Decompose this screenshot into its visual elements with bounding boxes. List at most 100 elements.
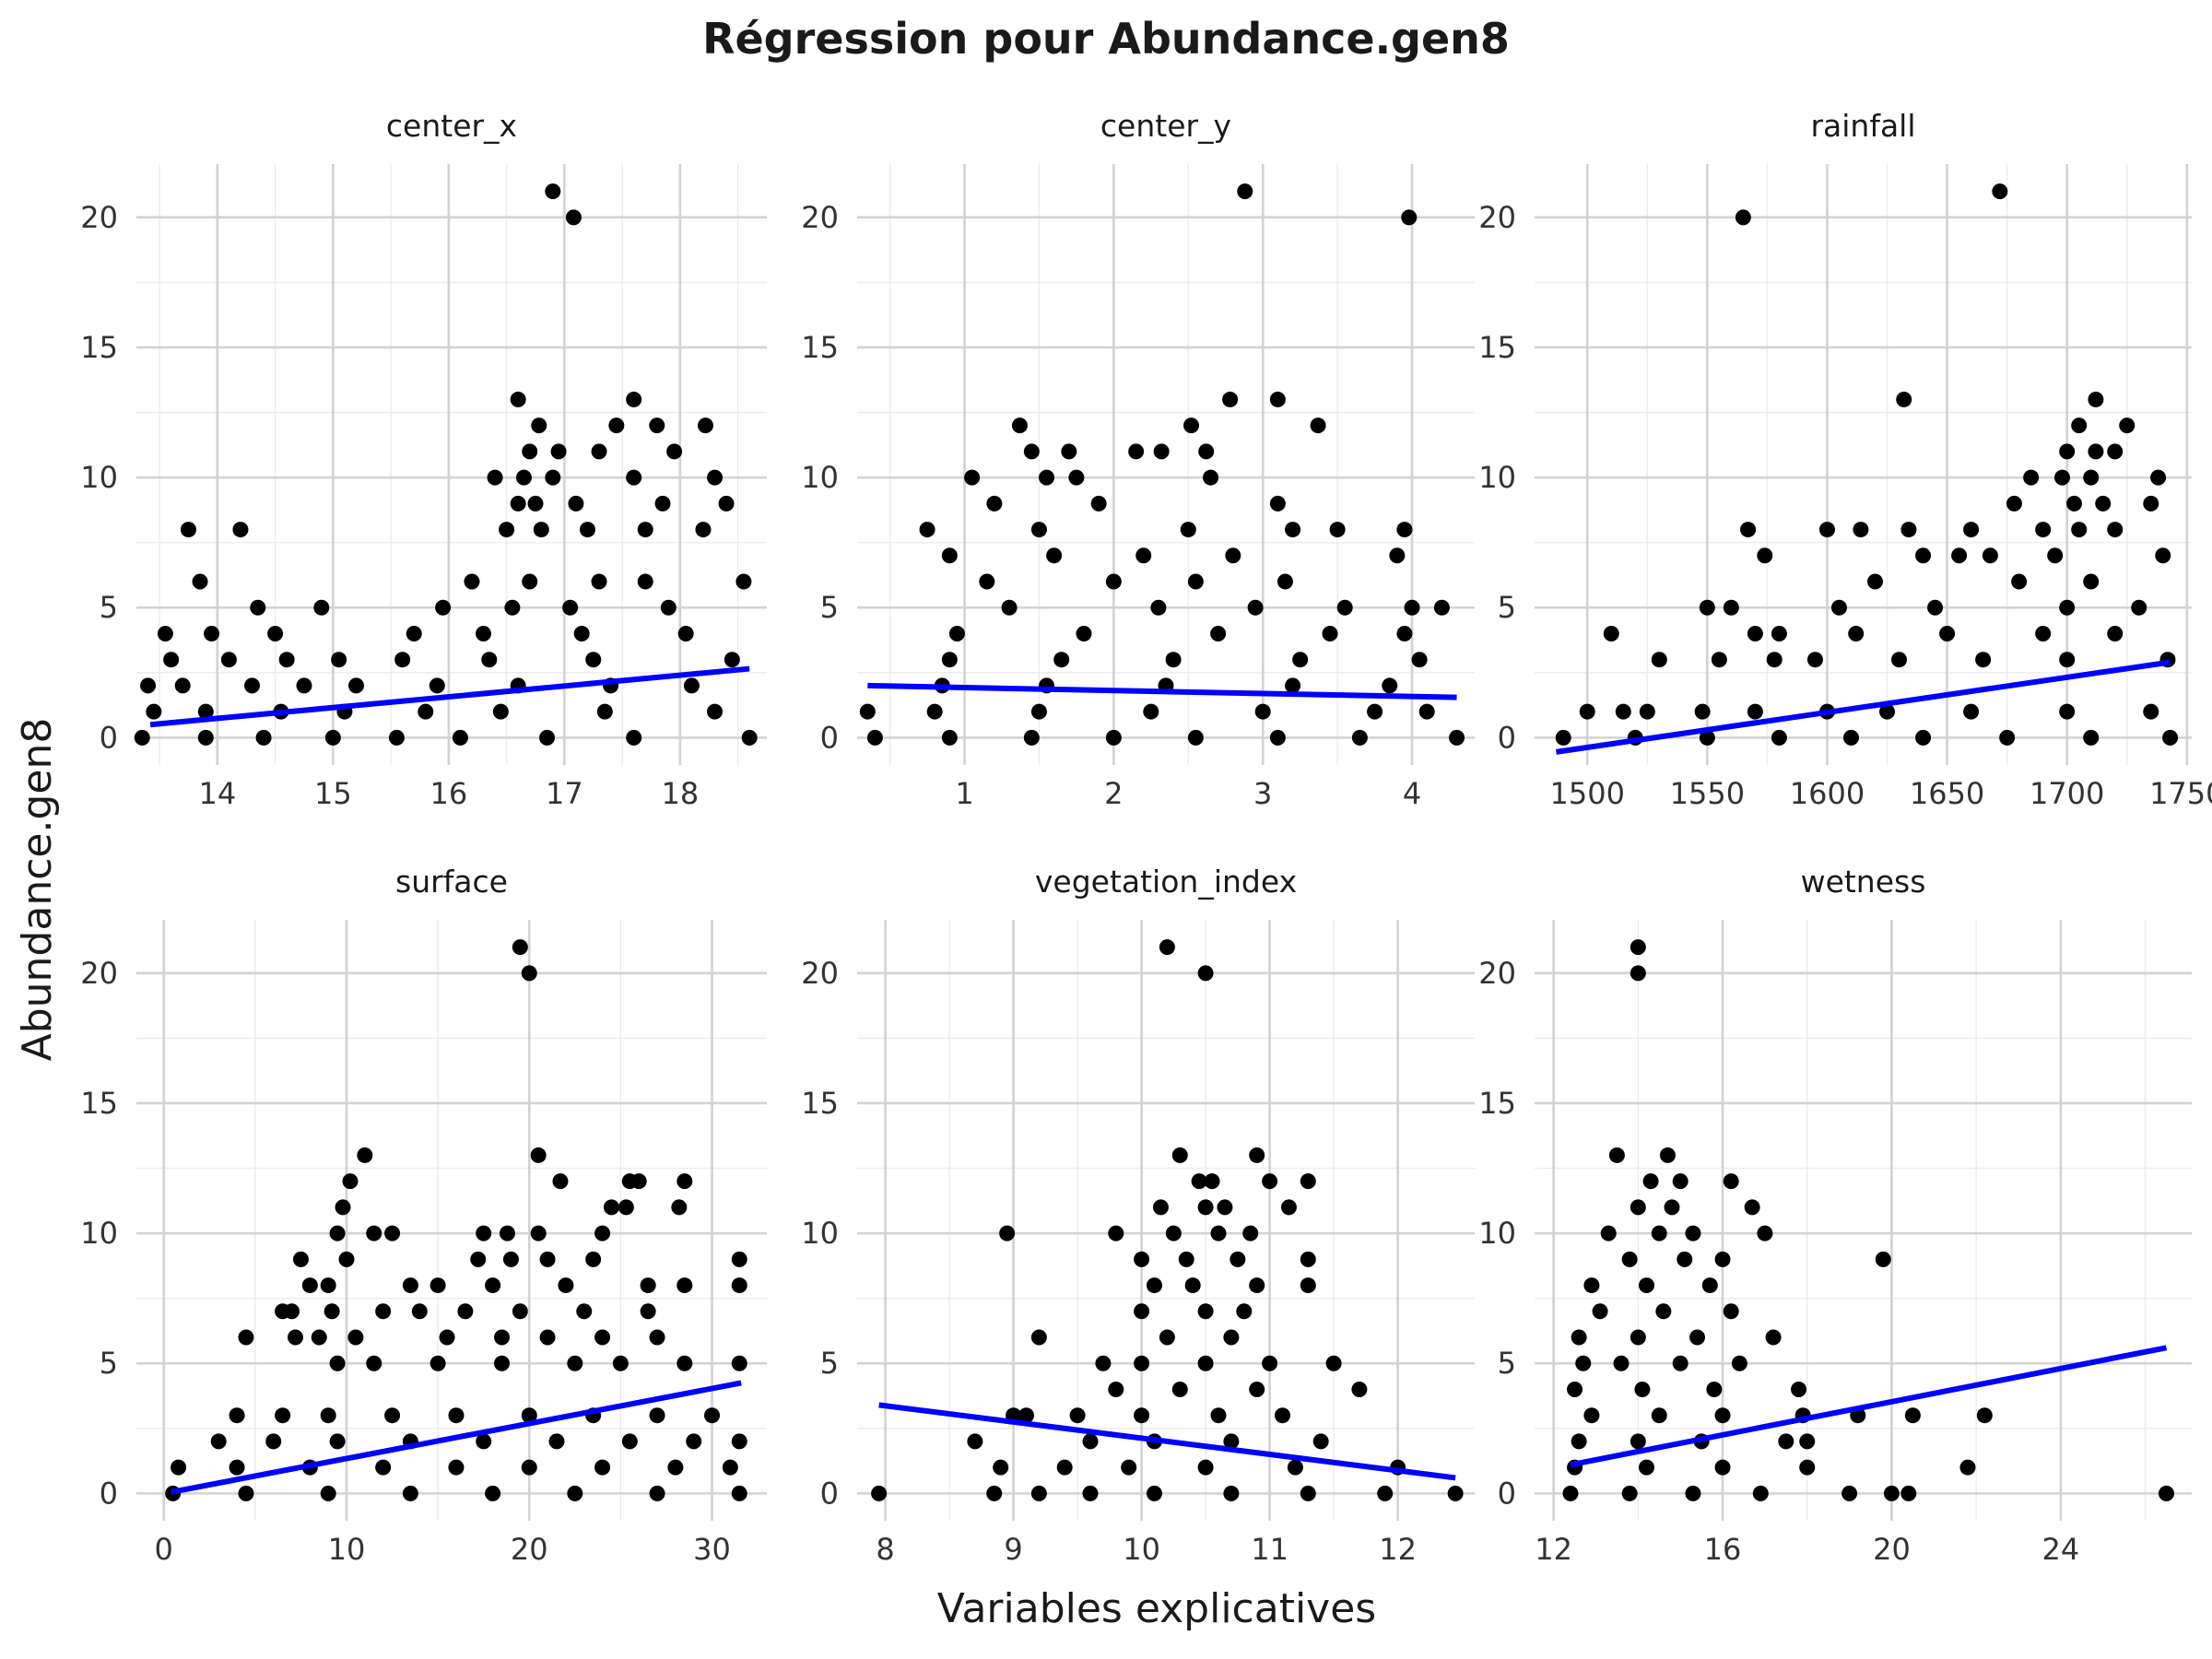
data-point — [1351, 729, 1368, 746]
data-point — [1322, 625, 1338, 641]
data-point — [1300, 1277, 1316, 1294]
data-point — [722, 1459, 738, 1476]
data-point — [2023, 469, 2040, 486]
data-point — [342, 1173, 359, 1190]
data-point — [677, 1277, 693, 1294]
data-point — [964, 469, 981, 486]
data-point — [2143, 495, 2159, 512]
data-point — [1134, 1407, 1150, 1424]
data-point — [919, 522, 935, 538]
data-point — [1069, 1407, 1086, 1424]
data-point — [1744, 1199, 1760, 1216]
data-point — [1146, 1277, 1162, 1294]
data-point — [229, 1459, 245, 1476]
y-tick-label: 5 — [100, 1346, 118, 1381]
data-point — [1159, 939, 1175, 956]
data-point — [1848, 625, 1865, 641]
panel-center-x: center_x 14 15 16 17 18 0 5 10 15 20 — [80, 108, 767, 811]
data-point — [986, 1485, 1003, 1501]
data-point — [594, 1459, 611, 1476]
data-point — [476, 1225, 492, 1241]
data-point — [1672, 1355, 1688, 1371]
data-point — [1325, 1355, 1342, 1371]
data-point — [1223, 1329, 1240, 1346]
data-point — [476, 1433, 492, 1450]
data-point — [871, 1485, 888, 1501]
data-point — [1285, 522, 1301, 538]
data-point — [1367, 703, 1383, 720]
y-tick-label: 0 — [100, 720, 118, 755]
data-point — [1287, 1459, 1303, 1476]
data-point — [1939, 625, 1956, 641]
data-point — [1694, 703, 1711, 720]
data-point — [1875, 1251, 1891, 1267]
data-point — [1061, 443, 1077, 460]
data-point — [677, 1355, 693, 1371]
data-point — [512, 939, 528, 956]
data-point — [1639, 1459, 1655, 1476]
data-point — [1418, 703, 1435, 720]
data-point — [1735, 209, 1751, 226]
data-point — [481, 652, 498, 668]
data-point — [527, 495, 544, 512]
data-point — [1377, 1485, 1394, 1501]
data-point — [1030, 522, 1047, 538]
data-point — [1030, 1329, 1047, 1346]
x-tick-label: 20 — [511, 1532, 548, 1567]
data-point — [394, 652, 411, 668]
data-point — [1639, 703, 1655, 720]
data-point — [718, 495, 735, 512]
data-point — [967, 1433, 983, 1450]
data-point — [530, 1225, 547, 1241]
data-point — [1237, 183, 1253, 200]
x-tick-label: 30 — [693, 1532, 731, 1567]
data-point — [1731, 1355, 1747, 1371]
data-point — [1030, 703, 1047, 720]
data-point — [1583, 1407, 1600, 1424]
data-point — [2107, 443, 2124, 460]
data-point — [1090, 495, 1107, 512]
data-point — [1896, 391, 1912, 407]
data-point — [2035, 522, 2052, 538]
data-point — [301, 1277, 318, 1294]
data-point — [567, 1485, 583, 1501]
data-point — [1210, 1225, 1227, 1241]
data-point — [1449, 729, 1465, 746]
data-point — [439, 1329, 455, 1346]
x-tick-label: 2 — [1104, 776, 1123, 811]
data-point — [329, 1225, 346, 1241]
data-point — [1134, 1303, 1150, 1320]
data-point — [2095, 495, 2112, 512]
data-point — [1262, 1355, 1278, 1371]
data-point — [591, 443, 607, 460]
data-point — [1236, 1303, 1253, 1320]
data-point — [1153, 443, 1170, 460]
y-tick-label: 5 — [1498, 590, 1516, 625]
data-point — [1677, 1251, 1693, 1267]
data-point — [686, 1433, 702, 1450]
data-point — [1711, 652, 1727, 668]
data-point — [1714, 1407, 1731, 1424]
data-point — [494, 1355, 511, 1371]
y-tick-label: 5 — [100, 590, 118, 625]
data-point — [1634, 1381, 1651, 1397]
data-point — [510, 495, 526, 512]
data-point — [250, 599, 266, 616]
data-point — [1165, 652, 1182, 668]
data-point — [1592, 1303, 1608, 1320]
x-tick-label: 18 — [662, 776, 700, 811]
data-point — [2088, 443, 2104, 460]
data-point — [470, 1251, 487, 1267]
data-point — [2088, 391, 2104, 407]
data-point — [1178, 1251, 1194, 1267]
data-point — [375, 1303, 392, 1320]
data-point — [335, 1199, 351, 1216]
data-point — [1992, 183, 2008, 200]
data-point — [1217, 1199, 1233, 1216]
data-point — [521, 1407, 537, 1424]
data-point — [552, 1173, 569, 1190]
data-point — [1134, 1355, 1150, 1371]
x-tick-label: 11 — [1251, 1532, 1288, 1567]
data-point — [539, 1329, 556, 1346]
data-point — [667, 1459, 684, 1476]
